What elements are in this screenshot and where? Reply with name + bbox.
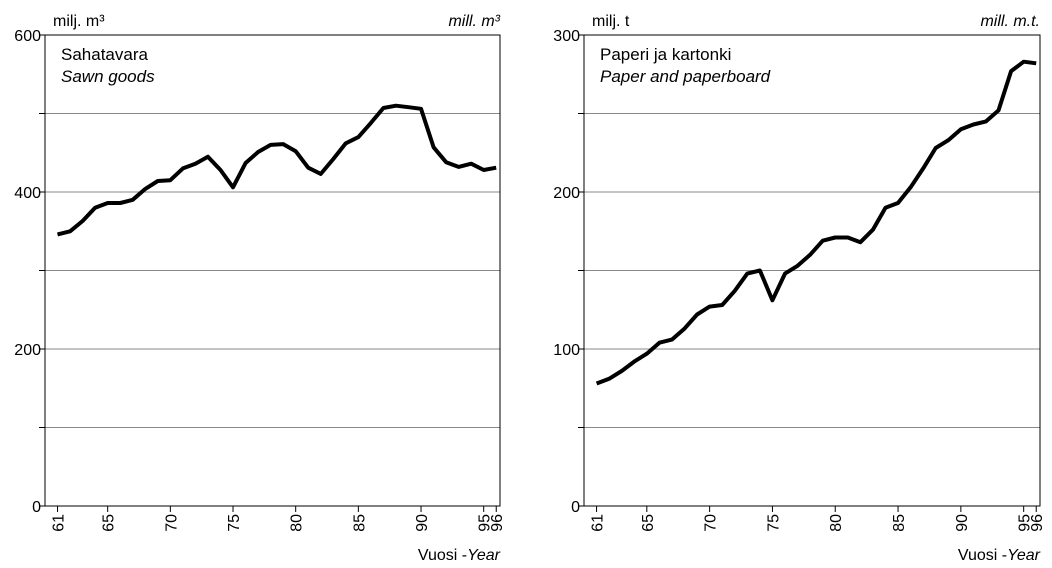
y-tick-label: 0 bbox=[32, 499, 41, 516]
y-tick-label: 600 bbox=[14, 28, 41, 45]
x-tick-label: 85 bbox=[351, 514, 368, 532]
chart-subtitle: Paper and paperboard bbox=[600, 67, 771, 86]
chart-title: Sahatavara bbox=[61, 45, 148, 64]
x-tick-label: 80 bbox=[289, 514, 306, 532]
x-tick-label: 65 bbox=[101, 514, 118, 532]
x-tick-label: 75 bbox=[226, 514, 243, 532]
y-axis-label-en: mill. m³ bbox=[448, 13, 500, 30]
data-line bbox=[57, 103, 497, 237]
y-tick-label: 200 bbox=[553, 185, 580, 202]
y-tick-label: 400 bbox=[14, 185, 41, 202]
x-axis-label-fi: Vuosi - bbox=[418, 547, 467, 564]
y-tick-label: 300 bbox=[553, 28, 580, 45]
x-tick-label: 95 bbox=[1017, 514, 1034, 532]
plot-frame bbox=[44, 34, 501, 507]
x-tick-label: 90 bbox=[954, 514, 971, 532]
x-axis-label: Vuosi -Year bbox=[418, 547, 501, 564]
y-axis-label: milj. t bbox=[592, 13, 630, 30]
chart-subtitle: Sawn goods bbox=[61, 67, 155, 86]
x-axis-label-fi: Vuosi - bbox=[958, 547, 1007, 564]
y-axis-label: milj. m³ bbox=[53, 13, 105, 30]
x-tick-label: 70 bbox=[163, 514, 180, 532]
chart-title: Paperi ja kartonki bbox=[600, 45, 731, 64]
x-tick-label: 90 bbox=[414, 514, 431, 532]
x-tick-label: 65 bbox=[640, 514, 657, 532]
x-tick-label: 61 bbox=[590, 514, 607, 532]
x-axis-label-en: Year bbox=[467, 547, 501, 564]
x-tick-label: 80 bbox=[828, 514, 845, 532]
plot-frame bbox=[583, 34, 1041, 507]
x-tick-label: 61 bbox=[51, 514, 68, 532]
x-tick-label: 96 bbox=[1029, 514, 1046, 532]
data-line bbox=[595, 59, 1037, 386]
x-axis-label-en: Year bbox=[1007, 547, 1041, 564]
x-tick-label: 85 bbox=[891, 514, 908, 532]
y-tick-label: 0 bbox=[571, 499, 580, 516]
y-tick-label: 100 bbox=[553, 342, 580, 359]
x-tick-label: 75 bbox=[765, 514, 782, 532]
x-tick-label: 96 bbox=[489, 514, 506, 532]
x-tick-label: 95 bbox=[477, 514, 494, 532]
y-tick-label: 200 bbox=[14, 342, 41, 359]
y-axis-label-en: mill. m.t. bbox=[980, 13, 1040, 30]
x-axis-label: Vuosi -Year bbox=[958, 547, 1041, 564]
x-tick-label: 70 bbox=[703, 514, 720, 532]
